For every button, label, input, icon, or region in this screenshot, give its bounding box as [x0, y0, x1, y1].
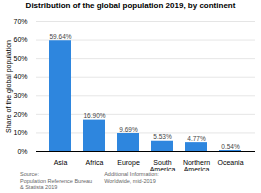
svg-text:40%: 40%: [13, 73, 27, 80]
svg-text:10%: 10%: [13, 129, 27, 136]
svg-text:50%: 50%: [13, 55, 27, 62]
svg-text:16.90%: 16.90%: [83, 112, 105, 119]
svg-text:Africa: Africa: [86, 159, 104, 166]
svg-text:Europe: Europe: [117, 159, 140, 167]
svg-text:SouthAmerica: SouthAmerica: [150, 159, 176, 171]
svg-text:59.64%: 59.64%: [49, 33, 71, 40]
svg-text:0.54%: 0.54%: [221, 143, 240, 150]
svg-text:4.77%: 4.77%: [187, 135, 206, 142]
svg-text:0%: 0%: [17, 148, 27, 155]
svg-text:Share of the global population: Share of the global population: [5, 40, 13, 133]
svg-text:30%: 30%: [13, 92, 27, 99]
svg-text:9.69%: 9.69%: [119, 126, 138, 133]
svg-text:5.53%: 5.53%: [153, 133, 172, 140]
svg-text:70%: 70%: [13, 18, 27, 25]
html-text:Additional Information: Worldw: Additional Information: Worldwide, mid-2…: [104, 171, 159, 184]
svg-text:60%: 60%: [13, 36, 27, 43]
svg-text:Oceania: Oceania: [217, 159, 243, 166]
svg-text:NorthernAmerica: NorthernAmerica: [183, 159, 210, 171]
svg-text:20%: 20%: [13, 111, 27, 118]
html-text:Distribution of the global pop: Distribution of the global population 20…: [25, 1, 236, 10]
html-text:Source: Population Reference B: Source: Population Reference Bureau & St…: [20, 171, 93, 191]
svg-text:Asia: Asia: [54, 159, 68, 166]
